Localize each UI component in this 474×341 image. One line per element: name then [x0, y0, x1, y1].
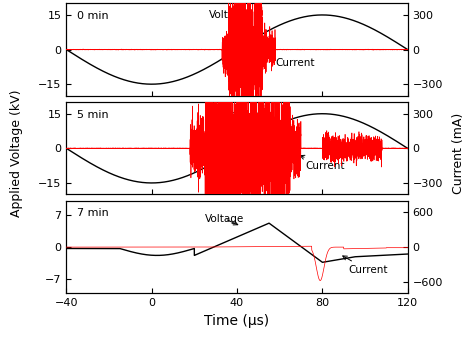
Text: Voltage: Voltage — [224, 110, 264, 120]
Text: 7 min: 7 min — [77, 208, 109, 218]
Text: Current: Current — [301, 155, 345, 171]
Text: 5 min: 5 min — [77, 109, 108, 120]
Text: Applied Voltage (kV): Applied Voltage (kV) — [10, 90, 23, 217]
Text: Current (mA): Current (mA) — [452, 113, 465, 194]
Text: 0 min: 0 min — [77, 11, 108, 21]
Text: Voltage: Voltage — [210, 11, 248, 24]
Text: Current: Current — [343, 256, 387, 275]
Text: Voltage: Voltage — [205, 214, 244, 225]
X-axis label: Time (μs): Time (μs) — [204, 314, 270, 328]
Text: Current: Current — [270, 55, 315, 68]
